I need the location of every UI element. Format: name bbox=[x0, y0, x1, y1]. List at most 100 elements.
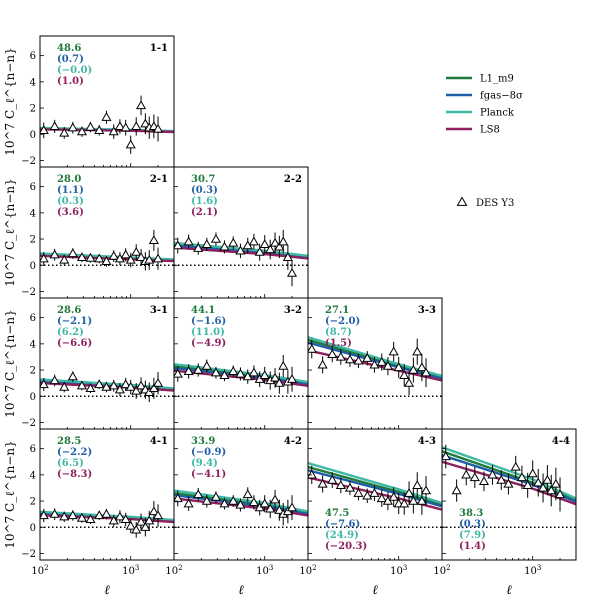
data-point bbox=[131, 121, 142, 131]
data-point bbox=[120, 379, 131, 389]
data-point bbox=[344, 482, 356, 492]
chi2-value-LS8: (−4.1) bbox=[191, 469, 226, 480]
chi2-value-L1_m9: 47.5 bbox=[325, 508, 349, 519]
panel-3-2: 3-2 44.1(−1.6)(11.0)(−4.9) bbox=[173, 297, 309, 430]
data-point bbox=[399, 498, 410, 508]
chi2-value-Planck: (7.9) bbox=[459, 530, 486, 541]
data-point bbox=[228, 366, 239, 376]
panel-2-2: 2-2 30.7(0.3)(1.6)(2.1) bbox=[173, 166, 309, 299]
data-point bbox=[85, 252, 96, 262]
data-point bbox=[235, 245, 246, 255]
x-tick-label: 102 bbox=[31, 564, 48, 577]
chi2-value-fgas: (0.7) bbox=[57, 54, 84, 65]
legend-label: LS8 bbox=[480, 125, 500, 136]
chi2-value-L1_m9: 48.6 bbox=[57, 43, 81, 54]
panel-label: 4-4 bbox=[552, 436, 570, 447]
chi2-value-fgas: (−0.9) bbox=[191, 447, 226, 458]
data-point bbox=[219, 498, 230, 508]
panel-plot-area bbox=[174, 354, 308, 397]
data-point bbox=[49, 121, 60, 131]
x-axis-label: ℓ bbox=[372, 583, 378, 598]
data-point bbox=[344, 354, 356, 364]
data-point bbox=[242, 489, 253, 499]
data-point bbox=[317, 478, 328, 488]
data-point bbox=[174, 493, 183, 503]
data-point bbox=[522, 480, 533, 489]
data-point bbox=[148, 506, 159, 516]
data-point bbox=[131, 524, 142, 534]
data-point bbox=[533, 477, 544, 487]
chi2-value-LS8: (1.0) bbox=[57, 76, 84, 87]
data-point bbox=[131, 246, 142, 256]
legend-marker bbox=[456, 196, 468, 206]
panel-2-1: −2 0 2 4 6 2-1 28.0(1.1)(0.3)(3.6) bbox=[21, 166, 175, 299]
data-point bbox=[210, 367, 222, 377]
data-point bbox=[59, 381, 70, 391]
axis-labels: 10^7 C_ℓ^{n−n} 10^7 C_ℓ^{n−n} 10^7 C_ℓ^{n−… bbox=[3, 47, 512, 598]
y-tick-label: 0 bbox=[30, 261, 36, 272]
data-point bbox=[335, 351, 346, 361]
data-point bbox=[174, 368, 183, 378]
data-point bbox=[308, 469, 317, 479]
data-point bbox=[144, 515, 155, 525]
panel-plot-area bbox=[308, 336, 442, 397]
data-point bbox=[219, 241, 230, 251]
data-point bbox=[399, 370, 410, 379]
data-point bbox=[120, 122, 131, 132]
data-point bbox=[108, 380, 119, 390]
panel-label: 3-3 bbox=[418, 305, 436, 316]
chi2-value-fgas: (−7.6) bbox=[325, 519, 360, 530]
data-point bbox=[546, 485, 557, 495]
chi2-value-fgas: (−2.0) bbox=[325, 316, 360, 327]
data-point bbox=[152, 377, 164, 387]
data-point bbox=[40, 510, 49, 520]
panel-plot-area bbox=[40, 501, 174, 538]
y-tick-label: −2 bbox=[21, 287, 36, 298]
data-point bbox=[274, 377, 285, 387]
data-point bbox=[148, 383, 159, 393]
panel-3-1: −2 0 2 4 6 3-1 28.6(−2.1)(6.2)(−6.6) bbox=[21, 297, 175, 430]
chi2-value-Planck: (8.7) bbox=[325, 327, 352, 338]
chi2-value-fgas: (−2.2) bbox=[57, 447, 92, 458]
data-point bbox=[388, 491, 399, 501]
data-point bbox=[67, 248, 78, 258]
data-point bbox=[101, 256, 112, 265]
data-point bbox=[135, 380, 147, 390]
x-tick-label: 102 bbox=[165, 564, 182, 577]
data-point bbox=[286, 267, 298, 277]
data-point bbox=[183, 236, 194, 246]
data-point bbox=[510, 461, 521, 471]
legend-label: DES Y3 bbox=[476, 198, 514, 209]
data-point bbox=[152, 123, 164, 133]
data-point bbox=[125, 254, 136, 264]
y-tick-label: 2 bbox=[30, 104, 36, 115]
panel-plot-area bbox=[40, 229, 174, 271]
data-point bbox=[140, 118, 151, 128]
data-point bbox=[469, 472, 480, 482]
y-tick-label: 4 bbox=[30, 470, 36, 481]
panel-4-4: 102 103 4-4 38.3(0.3)(7.9)(1.4) bbox=[433, 428, 577, 577]
data-point bbox=[125, 139, 136, 149]
data-point bbox=[235, 499, 246, 509]
data-point bbox=[382, 360, 393, 370]
data-point bbox=[248, 367, 259, 377]
data-point bbox=[94, 125, 105, 134]
chi2-value-LS8: (−4.9) bbox=[191, 338, 226, 349]
data-point bbox=[114, 384, 125, 394]
data-point bbox=[76, 380, 88, 390]
data-point bbox=[76, 126, 88, 136]
panel-label: 3-2 bbox=[284, 305, 302, 316]
chi2-value-L1_m9: 27.1 bbox=[325, 305, 349, 316]
legend-label: fgas−8σ bbox=[480, 91, 523, 102]
data-point bbox=[152, 510, 164, 520]
y-tick-label: −2 bbox=[21, 549, 36, 560]
legend-label: L1_m9 bbox=[480, 74, 514, 85]
y-tick-label: 6 bbox=[30, 51, 36, 62]
model-line-LS8 bbox=[442, 460, 576, 506]
panel-plot-area bbox=[40, 95, 174, 154]
data-point bbox=[67, 510, 78, 520]
data-point bbox=[308, 343, 317, 353]
data-point bbox=[228, 495, 239, 505]
data-point bbox=[408, 364, 419, 374]
panel-4-3: 102 103 4-3 47.5(−7.6)(24.9)(−20.3) bbox=[299, 428, 443, 577]
